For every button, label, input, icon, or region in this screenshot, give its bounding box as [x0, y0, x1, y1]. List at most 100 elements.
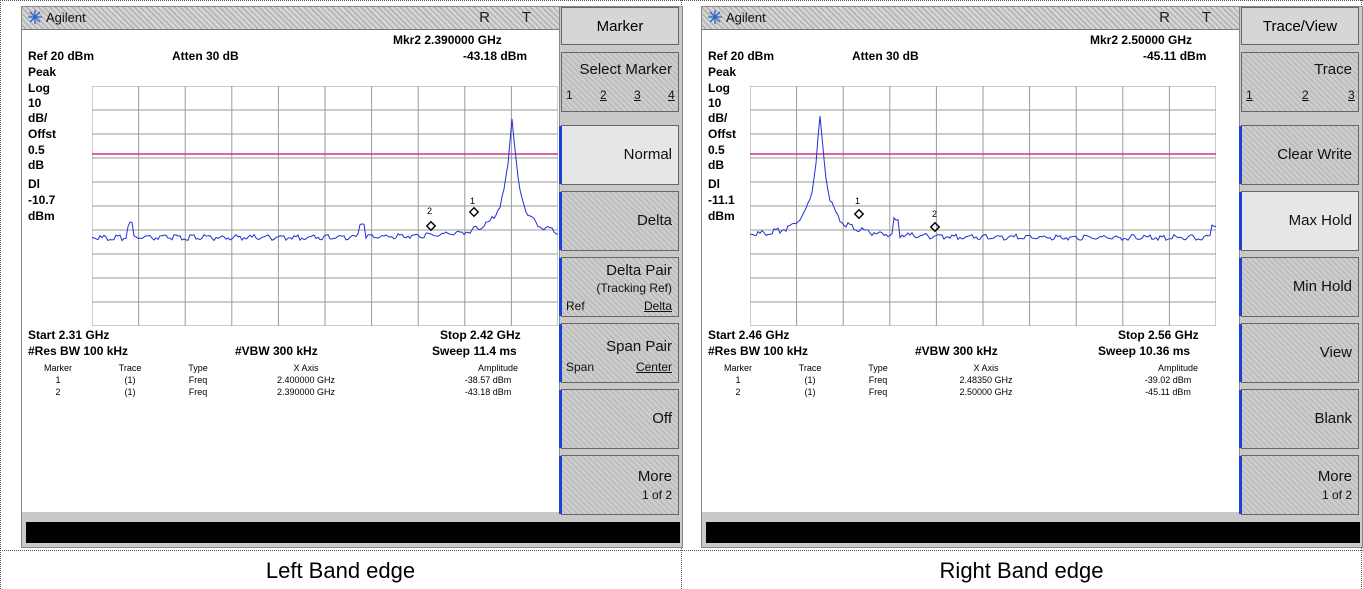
scale-label: Dl — [708, 177, 720, 191]
menu-title: Trace/View — [1241, 7, 1359, 45]
marker-1: 1 — [468, 196, 480, 218]
column-header: X Axis — [293, 363, 319, 373]
attenuation: Atten 30 dB — [852, 49, 919, 63]
softkey-select-marker[interactable]: Select Marker 1 2 3 4 — [561, 52, 679, 112]
left-analyzer-panel: Agilent R T Mkr2 2.390000 GHz Ref 20 dBm… — [21, 6, 683, 548]
table-cell: 2 — [735, 387, 741, 397]
marker-readout: Mkr2 2.390000 GHz — [393, 33, 502, 47]
softkey-sublabel: 1 of 2 — [1321, 488, 1352, 502]
right-screen: Agilent R T Mkr2 2.50000 GHz Ref 20 dBm … — [702, 7, 1240, 512]
column-header: X Axis — [973, 363, 999, 373]
table-row: 1 (1) Freq 2.400000 GHz -38.57 dBm — [28, 375, 553, 387]
table-cell: -43.18 dBm — [464, 387, 512, 397]
scale-label: Offst — [28, 127, 56, 141]
table-cell: (1) — [804, 375, 816, 385]
menu-title-label: Trace/View — [1262, 18, 1338, 35]
scale-label: 10 — [708, 96, 722, 110]
scale-label: dB/ — [28, 111, 48, 125]
softkey-accent — [559, 192, 562, 250]
softkey-max-hold[interactable]: Max Hold — [1239, 191, 1359, 251]
marker-2-label: 2 — [932, 209, 937, 219]
table-cell: Freq — [188, 375, 208, 385]
softkey-accent — [1239, 456, 1242, 514]
left-status-bar — [26, 522, 680, 543]
softkey-span-pair[interactable]: Span Pair Span Center — [559, 323, 679, 383]
left-softkey-menu: Marker Select Marker 1 2 3 4 Normal Delt… — [559, 7, 682, 519]
table-row: 1 (1) Freq 2.48350 GHz -39.02 dBm — [708, 375, 1233, 387]
marker-1-label: 1 — [855, 196, 860, 206]
softkey-accent — [559, 390, 562, 448]
table-cell: 2.48350 GHz — [959, 375, 1013, 385]
softkey-label: Delta — [636, 212, 672, 229]
scale-label: dB — [708, 158, 724, 172]
softkey-accent — [1239, 324, 1242, 382]
table-cell: -45.11 dBm — [1145, 387, 1191, 397]
scale-label: dB — [28, 158, 44, 172]
softkey-option: 3 — [1348, 88, 1355, 102]
softkey-label: Trace — [1314, 61, 1352, 78]
scale-label: 10 — [28, 96, 42, 110]
start-frequency: Start 2.31 GHz — [28, 328, 110, 342]
softkey-accent — [1239, 126, 1242, 184]
stop-frequency: Stop 2.56 GHz — [1118, 328, 1199, 342]
softkey-sublabel: (Tracking Ref) — [596, 281, 672, 295]
softkey-delta[interactable]: Delta — [559, 191, 679, 251]
video-bandwidth: #VBW 300 kHz — [915, 344, 998, 358]
table-cell: -38.57 dBm — [464, 375, 512, 385]
table-cell: (1) — [124, 375, 136, 385]
right-softkey-menu: Trace/View Trace 1 2 3 Clear Write Max H… — [1239, 7, 1362, 519]
left-agilent-logo: Agilent — [28, 10, 86, 25]
menu-title-label: Marker — [596, 18, 644, 35]
scale-label: Offst — [708, 127, 736, 141]
softkey-view[interactable]: View — [1239, 323, 1359, 383]
marker-amplitude: -45.11 dBm — [1143, 49, 1207, 63]
sweep-time: Sweep 10.36 ms — [1098, 344, 1191, 358]
scale-label: 0.5 — [708, 143, 725, 157]
softkey-trace[interactable]: Trace 1 2 3 — [1241, 52, 1359, 112]
right-caption: Right Band edge — [939, 558, 1104, 583]
softkey-more[interactable]: More 1 of 2 — [559, 455, 679, 515]
column-header: Amplitude — [477, 363, 519, 373]
attenuation: Atten 30 dB — [172, 49, 239, 63]
marker-1-label: 1 — [470, 196, 475, 206]
softkey-sublabel: 1 of 2 — [641, 488, 672, 502]
column-header: Amplitude — [1157, 363, 1199, 373]
table-cell: Freq — [188, 387, 208, 397]
softkey-blank[interactable]: Blank — [1239, 389, 1359, 449]
left-title-bar: Agilent R T — [22, 7, 559, 30]
softkey-off[interactable]: Off — [559, 389, 679, 449]
table-cell: 2.50000 GHz — [959, 387, 1013, 397]
softkey-label: Normal — [623, 146, 672, 163]
table-cell: Freq — [868, 387, 888, 397]
table-header: Marker Trace Type X Axis Amplitude — [708, 363, 1233, 375]
scale-label: dBm — [28, 209, 55, 223]
right-title-bar: Agilent R T — [702, 7, 1239, 30]
softkey-normal[interactable]: Normal — [559, 125, 679, 185]
softkey-min-hold[interactable]: Min Hold — [1239, 257, 1359, 317]
spectrum-trace — [750, 116, 1216, 242]
softkey-option: 1 — [1246, 88, 1253, 102]
softkey-more[interactable]: More 1 of 2 — [1239, 455, 1359, 515]
right-spectrum-graticule: 1 2 — [750, 86, 1216, 326]
table-cell: Freq — [868, 375, 888, 385]
softkey-option: Ref — [566, 299, 585, 313]
scale-label: Peak — [28, 65, 57, 79]
ref-level: Ref 20 dBm — [708, 49, 775, 63]
table-cell: 2 — [55, 387, 61, 397]
softkey-option: 1 — [566, 88, 573, 102]
column-header: Trace — [798, 363, 822, 373]
brand-label: Agilent — [46, 10, 86, 25]
marker-1: 1 — [853, 196, 865, 220]
left-spectrum-graticule: 1 2 — [92, 86, 558, 326]
softkey-delta-pair[interactable]: Delta Pair (Tracking Ref) Ref Delta — [559, 257, 679, 317]
right-agilent-logo: Agilent — [708, 10, 766, 25]
status-indicators: R T — [479, 9, 545, 26]
scale-label: Log — [28, 81, 50, 95]
scale-label: Peak — [708, 65, 737, 79]
spectrum-trace — [92, 119, 558, 242]
table-cell: 1 — [55, 375, 61, 385]
frame-left — [0, 0, 1, 589]
marker-2: 2 — [929, 209, 941, 233]
softkey-clear-write[interactable]: Clear Write — [1239, 125, 1359, 185]
video-bandwidth: #VBW 300 kHz — [235, 344, 318, 358]
